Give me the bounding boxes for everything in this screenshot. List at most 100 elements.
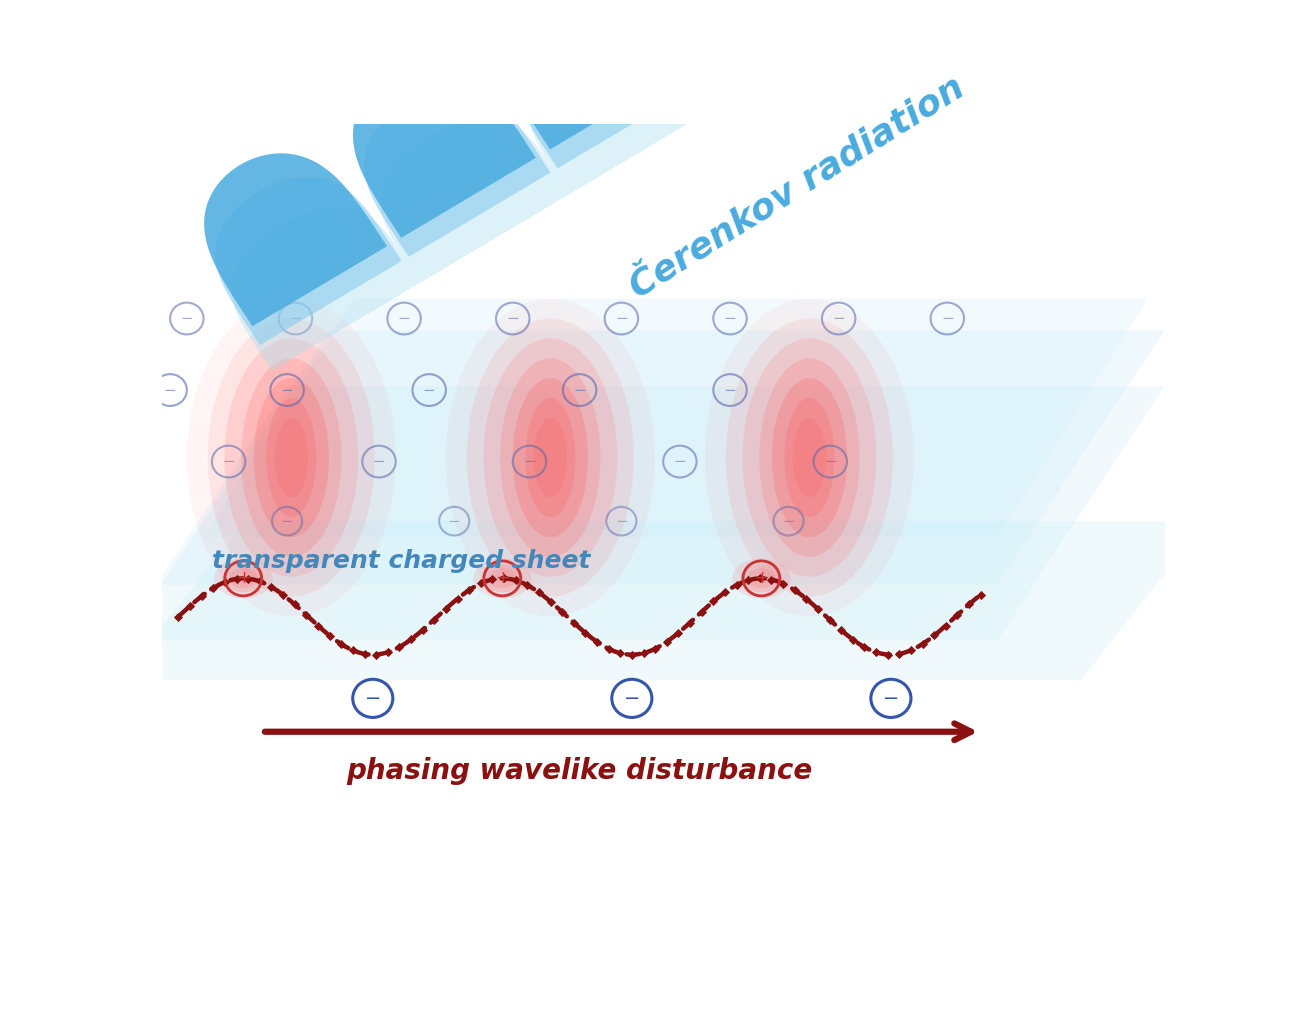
- Point: [389, 639, 410, 655]
- Text: −: −: [365, 689, 380, 708]
- Ellipse shape: [747, 569, 776, 588]
- Ellipse shape: [726, 319, 893, 596]
- Point: [483, 572, 503, 588]
- Text: −: −: [523, 454, 536, 470]
- Ellipse shape: [254, 378, 329, 537]
- Point: [424, 611, 445, 627]
- Point: [540, 593, 560, 610]
- Point: [516, 577, 537, 593]
- Point: [761, 572, 782, 588]
- Point: [505, 572, 525, 588]
- Text: transparent charged sheet: transparent charged sheet: [212, 549, 590, 573]
- Point: [261, 579, 282, 595]
- Point: [413, 621, 433, 638]
- Point: [924, 627, 945, 644]
- Ellipse shape: [705, 298, 914, 616]
- Text: −: −: [180, 311, 193, 326]
- Text: −: −: [673, 454, 686, 470]
- Text: −: −: [223, 454, 236, 470]
- Point: [703, 593, 723, 610]
- Point: [738, 572, 758, 588]
- Ellipse shape: [732, 558, 791, 599]
- Ellipse shape: [793, 418, 826, 497]
- Text: −: −: [289, 311, 302, 326]
- Point: [448, 590, 468, 607]
- Text: −: −: [782, 514, 795, 528]
- Point: [714, 584, 735, 601]
- Ellipse shape: [784, 398, 835, 517]
- Polygon shape: [661, 0, 848, 79]
- Point: [866, 644, 886, 660]
- Polygon shape: [232, 207, 421, 370]
- Ellipse shape: [760, 358, 859, 557]
- Point: [551, 604, 572, 620]
- Polygon shape: [529, 31, 718, 194]
- Point: [970, 586, 991, 603]
- Point: [296, 607, 317, 623]
- Point: [854, 639, 875, 655]
- Point: [192, 588, 212, 605]
- Text: +: +: [494, 570, 510, 587]
- Text: −: −: [423, 383, 436, 397]
- Ellipse shape: [474, 558, 532, 599]
- Point: [679, 614, 700, 631]
- Ellipse shape: [740, 565, 783, 592]
- Point: [320, 627, 340, 644]
- Point: [494, 570, 515, 586]
- Ellipse shape: [525, 398, 576, 517]
- Ellipse shape: [501, 358, 600, 557]
- Polygon shape: [512, 0, 699, 168]
- Polygon shape: [827, 0, 1016, 18]
- Polygon shape: [215, 176, 401, 345]
- Text: −: −: [573, 383, 586, 397]
- Point: [668, 624, 688, 641]
- Polygon shape: [120, 521, 1206, 680]
- Point: [238, 571, 259, 587]
- Point: [378, 644, 399, 660]
- Point: [308, 617, 329, 634]
- Point: [644, 641, 665, 657]
- Polygon shape: [203, 298, 1148, 537]
- Ellipse shape: [229, 569, 258, 588]
- Text: −: −: [448, 514, 461, 528]
- Point: [656, 634, 677, 650]
- Point: [598, 641, 619, 657]
- Point: [947, 607, 968, 623]
- Point: [366, 646, 387, 663]
- Point: [773, 575, 793, 591]
- Point: [831, 622, 851, 639]
- Ellipse shape: [241, 358, 342, 557]
- Text: −: −: [824, 454, 837, 470]
- Point: [285, 596, 305, 613]
- Point: [807, 601, 828, 617]
- Polygon shape: [380, 119, 569, 283]
- Point: [331, 636, 352, 652]
- Ellipse shape: [771, 378, 848, 537]
- Text: −: −: [941, 311, 954, 326]
- Ellipse shape: [512, 378, 587, 537]
- Point: [959, 596, 980, 613]
- Text: −: −: [164, 383, 176, 397]
- Text: phasing wavelike disturbance: phasing wavelike disturbance: [347, 757, 813, 785]
- Ellipse shape: [446, 298, 655, 616]
- Ellipse shape: [186, 298, 396, 616]
- Point: [691, 604, 712, 620]
- Ellipse shape: [224, 338, 358, 577]
- Point: [877, 646, 898, 663]
- Ellipse shape: [488, 569, 516, 588]
- Ellipse shape: [743, 338, 876, 577]
- Point: [726, 577, 747, 593]
- Text: −: −: [281, 383, 294, 397]
- Ellipse shape: [481, 565, 523, 592]
- Point: [226, 571, 247, 587]
- Point: [784, 582, 805, 599]
- Point: [901, 642, 921, 658]
- Point: [912, 636, 933, 652]
- Point: [203, 580, 224, 596]
- Point: [842, 632, 863, 648]
- Point: [586, 634, 607, 650]
- Ellipse shape: [484, 338, 617, 577]
- Polygon shape: [678, 0, 867, 105]
- Text: −: −: [373, 454, 386, 470]
- Text: −: −: [397, 311, 410, 326]
